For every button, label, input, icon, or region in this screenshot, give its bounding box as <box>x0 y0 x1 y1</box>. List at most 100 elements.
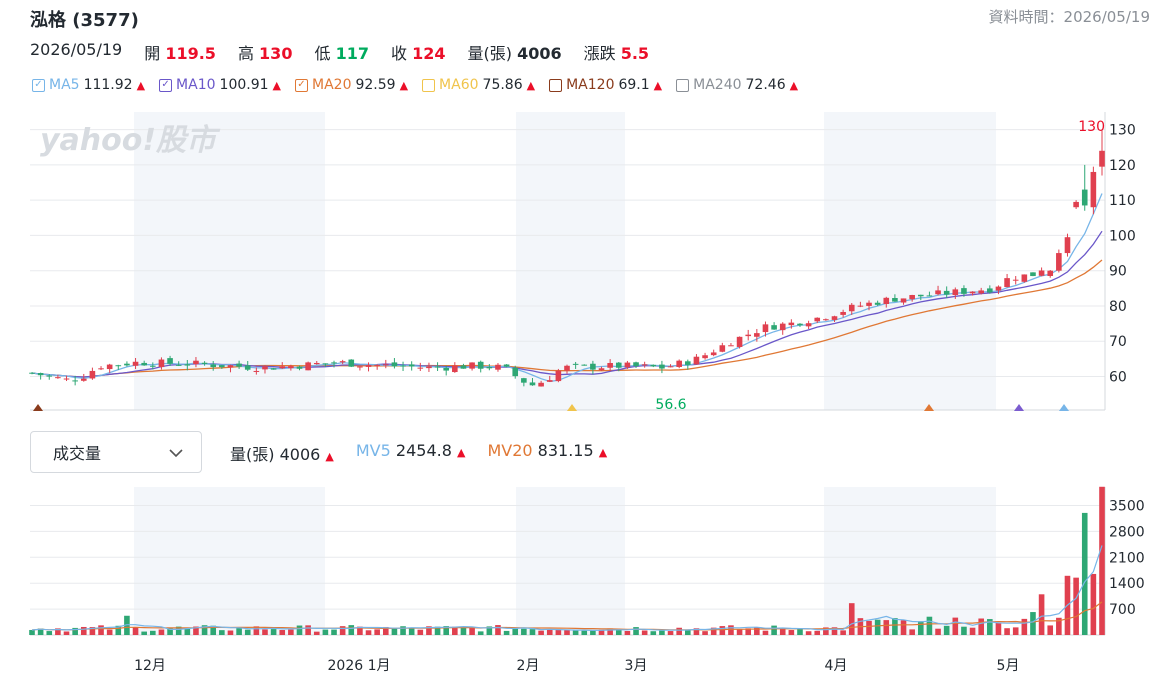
volume-bar <box>1073 577 1079 635</box>
volume-bar <box>702 631 708 635</box>
volume-bar <box>952 617 959 635</box>
volume-bar <box>106 629 113 635</box>
ma-toggle-ma120[interactable]: MA120 69.1 ▲ <box>549 77 662 93</box>
volume-bar <box>339 626 346 635</box>
volume-bar <box>382 626 389 635</box>
checkbox-unchecked-icon[interactable] <box>422 78 436 92</box>
ma-toggle-ma240[interactable]: MA240 72.46 ▲ <box>676 77 798 93</box>
volume-bar <box>408 627 415 635</box>
y-tick-label: 70 <box>1109 334 1127 350</box>
volume-bar <box>779 628 786 635</box>
volume-bar <box>184 627 191 635</box>
candle-body <box>1038 270 1045 276</box>
candle-body <box>555 370 562 382</box>
candle-body <box>1090 171 1097 208</box>
volume-bar <box>279 630 286 635</box>
volume-bar <box>348 625 355 635</box>
candle-body <box>987 288 993 293</box>
volume-bar <box>555 630 562 635</box>
candle-body <box>762 324 769 333</box>
event-marker-icon[interactable] <box>1014 404 1024 411</box>
ma-toggle-ma10[interactable]: ✓ MA10 100.91 ▲ <box>159 77 281 93</box>
ma-toggle-ma5[interactable]: ✓ MA5 111.92 ▲ <box>32 77 145 93</box>
event-marker-icon[interactable] <box>1059 404 1069 411</box>
volume-bar <box>926 616 933 635</box>
volume-bar <box>512 628 519 635</box>
indicator-select[interactable]: 成交量 <box>30 431 202 473</box>
volume-bar <box>736 628 743 635</box>
candle-body <box>1081 189 1088 206</box>
quote-volume: 量(張) 4006 <box>467 44 562 63</box>
ma-toggle-ma20[interactable]: ✓ MA20 92.59 ▲ <box>295 77 408 93</box>
candle-body <box>1021 274 1028 282</box>
candle-body <box>788 322 795 326</box>
candle-body <box>158 359 165 368</box>
candle-body <box>305 362 311 371</box>
volume-bar <box>236 627 242 635</box>
volume-bar <box>270 629 277 635</box>
candle-body <box>564 365 570 371</box>
candle-body <box>339 361 346 363</box>
checkbox-unchecked-icon[interactable] <box>676 78 690 92</box>
y-tick-label: 90 <box>1109 264 1127 280</box>
candle-body <box>615 362 622 368</box>
event-marker-icon[interactable] <box>567 404 577 411</box>
checkbox-checked-icon[interactable]: ✓ <box>32 78 45 92</box>
candle-body <box>374 364 380 366</box>
volume-bar <box>1038 594 1045 635</box>
volume-bar <box>1099 486 1105 635</box>
volume-grid: 700 1400 2100 2800 3500 <box>30 499 1145 618</box>
candle-body <box>961 288 967 294</box>
ma-toggle-ma60[interactable]: MA60 75.86 ▲ <box>422 77 535 93</box>
volume-bar <box>607 628 613 635</box>
y-tick-label: 700 <box>1109 602 1136 618</box>
volume-bar <box>400 626 406 635</box>
candle-body <box>995 286 1002 291</box>
candle-body <box>952 289 959 296</box>
volume-bar <box>244 629 251 635</box>
y-tick-label: 2100 <box>1109 550 1145 566</box>
candle-body <box>814 317 821 322</box>
candle-body <box>607 363 613 368</box>
candle-body <box>659 364 665 369</box>
volume-bar <box>615 629 622 635</box>
checkbox-checked-icon[interactable]: ✓ <box>295 78 308 92</box>
volume-bar <box>1090 573 1097 635</box>
candle-body <box>219 365 225 368</box>
volume-bar <box>831 627 838 635</box>
y-tick-label: 110 <box>1109 193 1136 209</box>
candle-body <box>469 362 475 369</box>
checkbox-unchecked-icon[interactable] <box>549 78 563 92</box>
volume-bar <box>1047 625 1054 635</box>
checkbox-checked-icon[interactable]: ✓ <box>159 78 173 92</box>
candle-body <box>676 360 682 367</box>
volume-bar <box>219 630 225 635</box>
event-marker-icon[interactable] <box>924 404 934 411</box>
volume-bar <box>943 625 950 635</box>
candle-body <box>201 362 208 364</box>
volume-bar <box>676 627 682 635</box>
candle-body <box>840 311 846 315</box>
ma-legend: ✓ MA5 111.92 ▲ ✓ MA10 100.91 ▲ ✓ MA20 92… <box>32 77 798 93</box>
candle-body <box>883 297 890 305</box>
high-annotation: 130 <box>1078 119 1105 135</box>
volume-bar <box>313 631 320 635</box>
candle-body <box>452 365 458 373</box>
volume-bar <box>495 625 501 635</box>
candle-body <box>1030 272 1036 277</box>
volume-bar <box>546 629 553 635</box>
volume-bar <box>917 621 924 635</box>
candle-body <box>909 294 915 300</box>
volume-bar <box>469 627 475 635</box>
event-marker-icon[interactable] <box>33 404 43 411</box>
x-label: 3月 <box>625 658 648 674</box>
candle-body <box>831 316 838 320</box>
volume-bar <box>115 625 122 635</box>
volume-bar <box>305 625 311 635</box>
candle-body <box>1012 279 1019 281</box>
volume-bar <box>564 630 570 635</box>
price-grid: 60 70 80 90 100 110 120 130 <box>30 123 1136 385</box>
candle-body <box>512 367 519 377</box>
volume-bar <box>883 620 890 635</box>
volume-bar <box>745 628 752 635</box>
